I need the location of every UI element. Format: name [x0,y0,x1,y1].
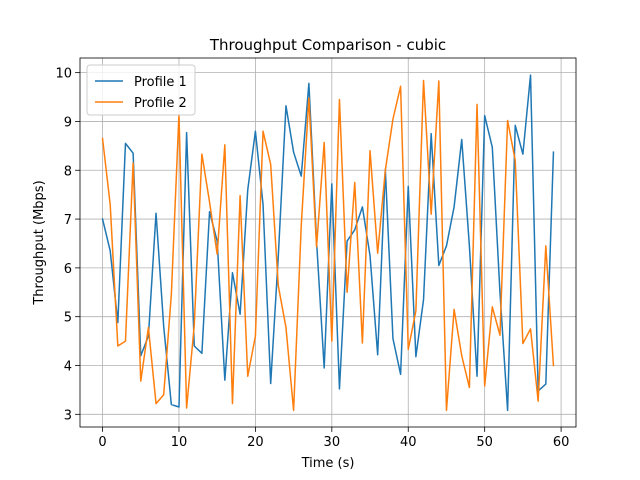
y-tick-label: 3 [64,408,72,423]
y-tick-label: 10 [55,67,72,82]
x-tick-label: 50 [476,435,493,450]
y-tick-label: 5 [64,311,72,326]
legend: Profile 1 Profile 2 [87,65,195,115]
x-tick-label: 30 [324,435,341,450]
x-tick-label: 20 [247,435,264,450]
chart-title: Throughput Comparison - cubic [209,36,446,54]
x-axis-title: Time (s) [301,456,355,471]
y-tick-label: 7 [64,213,72,228]
y-tick-label: 6 [64,262,72,277]
y-axis-title: Throughput (Mbps) [32,180,47,305]
x-tick-label: 60 [553,435,570,450]
legend-label-profile-2: Profile 2 [134,96,187,111]
y-tick-label: 4 [64,360,72,375]
y-tick-label: 8 [64,164,72,179]
legend-label-profile-1: Profile 1 [134,75,187,90]
y-tick-label: 9 [64,115,72,130]
x-tick-label: 40 [400,435,417,450]
x-tick-label: 10 [171,435,188,450]
x-tick-label: 0 [98,435,106,450]
